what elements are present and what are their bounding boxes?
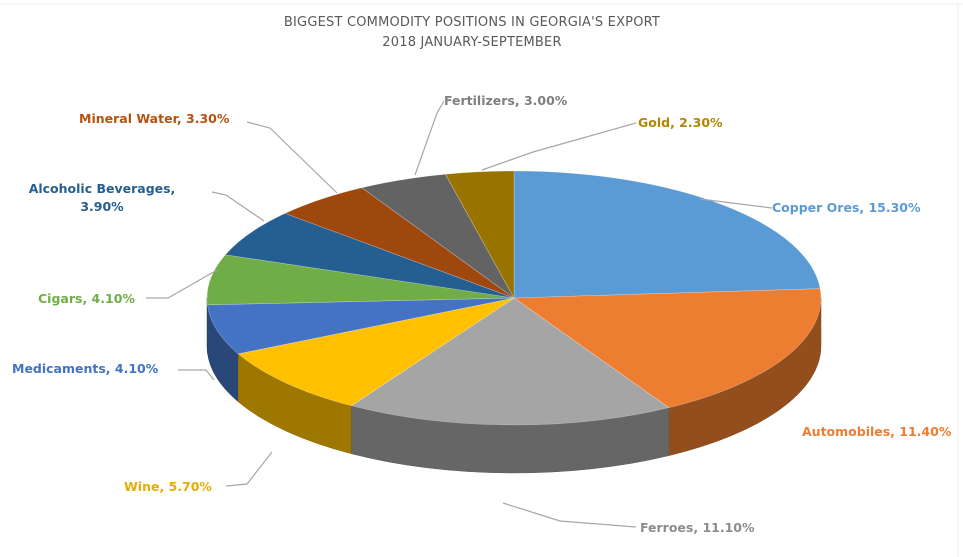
- data-label-line: Alcoholic Beverages,: [29, 181, 176, 196]
- leader-line-ferroes: [502, 502, 637, 528]
- data-label-line: 3.90%: [80, 199, 124, 214]
- slice-medicaments: [207, 297, 515, 355]
- slice-ferroes: [350, 297, 670, 426]
- leader-line-cigars: [146, 269, 218, 299]
- chart-subtitle: 2018 JANUARY-SEPTEMBER: [382, 35, 561, 50]
- data-labels: Copper Ores, 15.30% Automobiles, 11.40% Fe…: [12, 93, 952, 535]
- data-label-mineral-water: Mineral Water, 3.30%: [79, 111, 230, 126]
- data-label-cigars: Cigars, 4.10%: [38, 291, 135, 306]
- data-label-gold: Gold, 2.30%: [638, 115, 723, 130]
- slice-wine: [237, 297, 515, 407]
- leader-lines: [146, 100, 773, 528]
- data-label-medicaments: Medicaments, 4.10%: [12, 361, 159, 376]
- slice-fertilizers: [361, 173, 515, 299]
- leader-line-copper-ores: [699, 198, 773, 209]
- leader-line-alcoholic-beverages: [211, 191, 265, 222]
- pie-sides: [206, 297, 822, 474]
- leader-line-medicaments: [178, 369, 215, 381]
- slice-automobiles: [513, 288, 822, 408]
- leader-line-fertilizers: [414, 100, 445, 176]
- slice-cigars: [206, 254, 515, 306]
- data-label-automobiles: Automobiles, 11.40%: [802, 424, 952, 439]
- leader-line-gold: [481, 122, 637, 171]
- data-label-ferroes: Ferroes, 11.10%: [640, 520, 755, 535]
- leader-line-wine: [225, 451, 273, 487]
- slice-copper-ores: [513, 170, 821, 299]
- slice-alcoholic-beverages: [224, 213, 515, 299]
- chart-title: BIGGEST COMMODITY POSITIONS IN GEORGIA'S…: [284, 15, 660, 30]
- data-label-fertilizers: Fertilizers, 3.00%: [444, 93, 568, 108]
- pie-slices: [206, 170, 822, 426]
- data-label-wine: Wine, 5.70%: [124, 479, 212, 494]
- leader-line-mineral-water: [246, 121, 338, 194]
- slice-gold: [444, 170, 515, 300]
- data-label-copper-ores: Copper Ores, 15.30%: [772, 200, 921, 215]
- data-label-alcoholic-beverages: Alcoholic Beverages, 3.90%: [29, 181, 176, 214]
- slice-mineral-water: [284, 187, 515, 299]
